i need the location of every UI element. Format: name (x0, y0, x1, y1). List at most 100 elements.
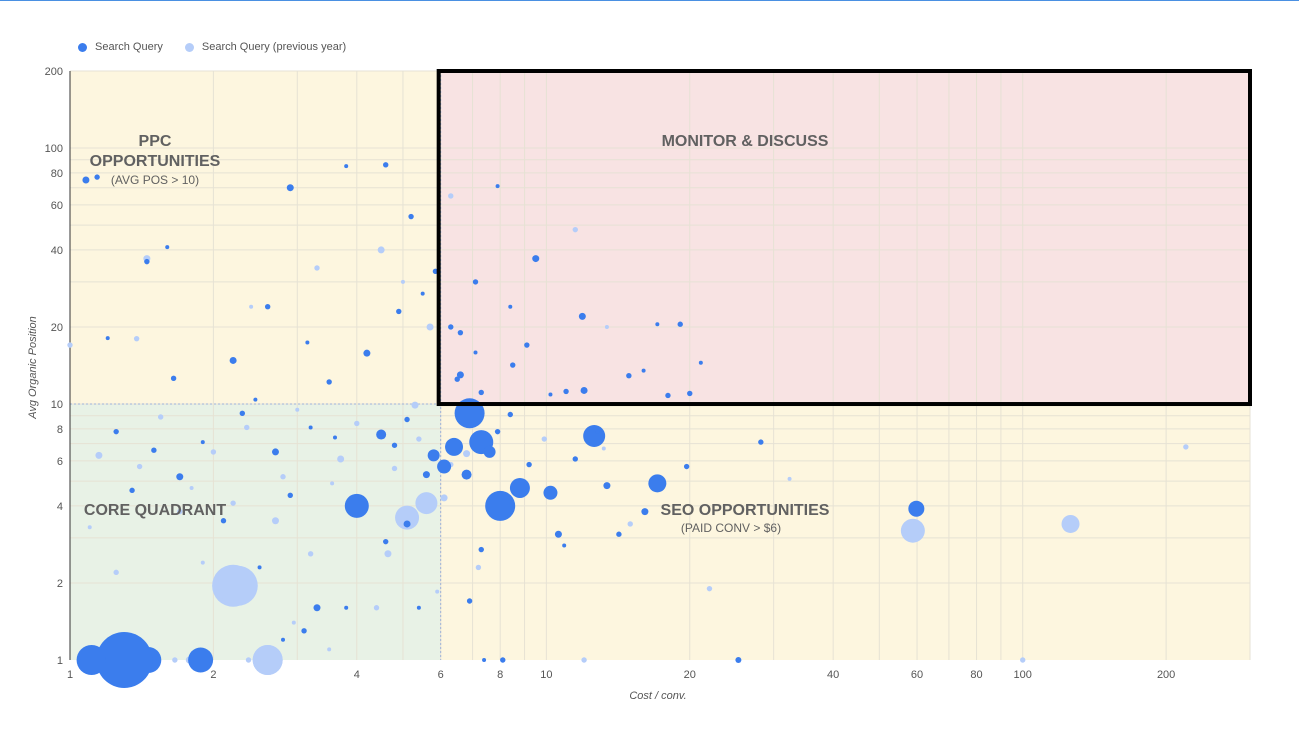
point-search-query-previous (249, 304, 254, 309)
legend-item-previous[interactable]: Search Query (previous year) (184, 41, 346, 53)
ppc-quadrant-title-line: PPC (139, 133, 172, 150)
point-search-query-previous (113, 569, 119, 576)
quadrant-labels: PPC OPPORTUNITIES (AVG POS > 10) MONITOR & … (84, 133, 830, 535)
point-search-query-previous (572, 226, 578, 233)
point-search-query-previous (245, 657, 252, 663)
point-search-query (482, 658, 487, 662)
point-search-query (286, 184, 294, 192)
point-search-query (396, 308, 402, 315)
point-search-query (427, 449, 440, 462)
point-search-query (363, 349, 371, 357)
point-search-query (473, 350, 478, 355)
point-search-query (144, 258, 150, 265)
y-tick-label: 8 (57, 424, 63, 436)
point-search-query-previous (463, 450, 471, 458)
point-search-query (603, 482, 611, 490)
point-search-query-previous (295, 407, 300, 412)
point-search-query (758, 439, 764, 445)
point-search-query-previous (280, 474, 286, 480)
point-search-query (509, 477, 530, 498)
point-search-query-previous (189, 485, 194, 490)
point-search-query-previous (200, 560, 205, 565)
x-tick-label: 80 (970, 669, 982, 681)
point-search-query (454, 376, 460, 382)
point-search-query (456, 371, 464, 379)
point-search-query (677, 321, 683, 327)
tick-labels: 1 2 4 6 8 10 20 40 60 80 100 200 1 2 4 6 8 10 20 40 60 80 100 2… (27, 66, 1175, 702)
point-search-query-previous (244, 424, 250, 431)
point-search-query (562, 543, 567, 548)
ppc-quadrant-title-line: OPPORTUNITIES (90, 153, 221, 170)
x-tick-label: 2 (210, 669, 216, 681)
x-tick-label: 40 (827, 669, 839, 681)
point-search-query (665, 392, 671, 399)
ppc-quadrant-title: PPC OPPORTUNITIES (90, 133, 221, 170)
x-tick-label: 4 (354, 669, 360, 681)
point-search-query-previous (252, 645, 283, 675)
point-search-query-previous (327, 647, 332, 652)
point-search-query-previous (475, 564, 482, 571)
point-search-query-previous (706, 585, 713, 592)
chart-legend: Search Query Search Query (previous year… (78, 41, 346, 53)
point-search-query (420, 291, 425, 296)
point-search-query (683, 463, 690, 470)
point-search-query (403, 520, 411, 528)
point-search-query-previous (426, 323, 434, 331)
point-search-query (383, 162, 389, 168)
point-search-query-previous (67, 342, 73, 348)
point-search-query (281, 637, 286, 642)
point-search-query (188, 647, 214, 673)
point-search-query (105, 336, 110, 341)
y-tick-label: 10 (51, 399, 63, 411)
point-search-query (200, 440, 205, 445)
core-quadrant-bg (70, 404, 441, 660)
ppc-quadrant-subtitle: (AVG POS > 10) (111, 173, 199, 187)
seo-quadrant-bg (440, 404, 1250, 660)
point-search-query (264, 304, 271, 310)
point-search-query (687, 390, 693, 397)
point-search-query (478, 389, 484, 396)
y-tick-label: 60 (51, 200, 63, 212)
point-search-query (616, 531, 622, 537)
point-search-query-previous (133, 335, 140, 342)
legend-marker-current (78, 42, 87, 52)
seo-quadrant-subtitle: (PAID CONV > $6) (681, 521, 781, 535)
point-search-query-previous (601, 446, 606, 451)
point-search-query-previous (230, 500, 236, 506)
point-search-query (485, 490, 516, 521)
point-search-query (583, 425, 606, 448)
point-search-query (82, 176, 90, 184)
y-tick-label: 80 (51, 168, 63, 180)
quadrant-backgrounds (70, 71, 1250, 660)
point-search-query (113, 428, 119, 435)
point-search-query-previous (1061, 514, 1080, 533)
point-search-query (344, 493, 369, 518)
point-search-query-previous (627, 521, 633, 527)
point-search-query-previous (1020, 657, 1026, 663)
point-search-query-previous (581, 657, 587, 663)
y-axis-label: Avg Organic Position (27, 316, 39, 420)
point-search-query-previous (411, 401, 419, 409)
point-search-query (483, 445, 496, 458)
point-search-query (96, 632, 153, 688)
point-search-query-previous (172, 657, 178, 663)
x-tick-label: 20 (684, 669, 696, 681)
seo-quadrant-title: SEO OPPORTUNITIES (661, 502, 830, 519)
point-search-query (305, 340, 310, 345)
point-search-query (313, 604, 321, 612)
point-search-query-previous (384, 550, 392, 558)
point-search-query-previous (416, 436, 422, 442)
point-search-query (543, 485, 558, 500)
point-search-query-previous (377, 246, 385, 254)
legend-item-current[interactable]: Search Query (78, 41, 163, 53)
point-search-query-previous (95, 451, 103, 459)
point-search-query-previous (395, 505, 420, 530)
point-search-query (257, 565, 262, 570)
x-tick-label: 1 (67, 669, 73, 681)
point-search-query-previous (307, 551, 314, 557)
point-search-query-previous (271, 517, 279, 525)
point-search-query (391, 442, 398, 448)
point-search-query (422, 471, 430, 479)
monitor-quadrant-title: MONITOR & DISCUSS (662, 133, 829, 150)
